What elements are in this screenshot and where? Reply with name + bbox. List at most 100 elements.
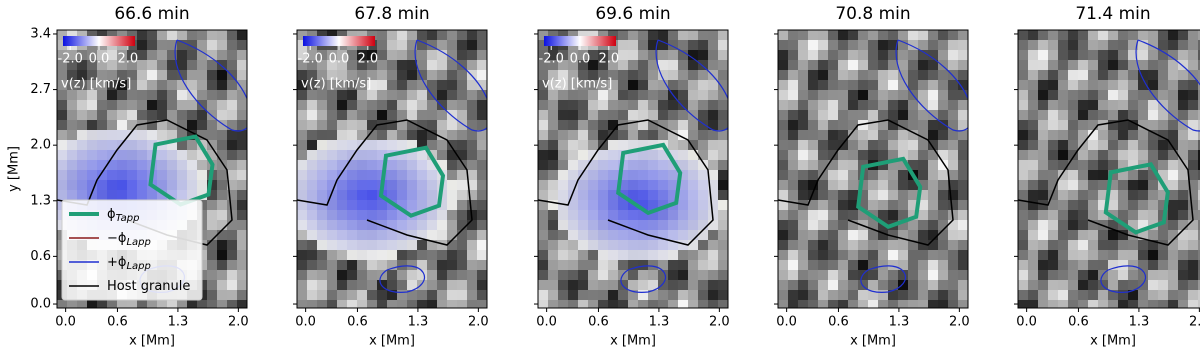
pixel — [958, 60, 969, 71]
pixel — [467, 40, 478, 51]
pixel — [908, 260, 919, 271]
pixel — [868, 60, 879, 71]
pixel — [1078, 90, 1089, 101]
pixel — [898, 140, 909, 151]
pixel — [477, 160, 488, 171]
velocity-pixel — [628, 160, 639, 171]
pixel — [808, 50, 819, 61]
pixel — [538, 160, 549, 171]
pixel — [307, 140, 318, 151]
pixel — [898, 130, 909, 141]
velocity-pixel — [357, 230, 368, 241]
pixel — [888, 190, 899, 201]
velocity-pixel — [678, 230, 689, 241]
pixel — [898, 60, 909, 71]
pixel — [1048, 80, 1059, 91]
x-tick-label: 0.6 — [828, 315, 849, 330]
pixel — [387, 80, 398, 91]
pixel — [778, 30, 789, 41]
velocity-pixel — [608, 240, 619, 251]
velocity-pixel — [698, 200, 709, 211]
pixel — [237, 70, 248, 81]
pixel — [798, 100, 809, 111]
pixel — [778, 150, 789, 161]
pixel — [57, 120, 68, 131]
velocity-pixel — [107, 130, 118, 141]
x-tick-label: 0.6 — [588, 315, 609, 330]
pixel — [848, 170, 859, 181]
legend-text: −ϕ — [107, 231, 126, 246]
pixel — [958, 150, 969, 161]
pixel — [808, 220, 819, 231]
pixel — [788, 40, 799, 51]
pixel — [1088, 140, 1099, 151]
pixel — [628, 130, 639, 141]
pixel — [908, 280, 919, 291]
pixel — [688, 70, 699, 81]
pixel — [107, 90, 118, 101]
pixel — [1158, 160, 1169, 171]
pixel — [197, 160, 208, 171]
pixel — [1018, 80, 1029, 91]
pixel — [888, 270, 899, 281]
velocity-pixel — [648, 160, 659, 171]
pixel — [1148, 300, 1159, 311]
pixel — [447, 100, 458, 111]
pixel — [207, 210, 218, 221]
pixel — [1088, 170, 1099, 181]
velocity-pixel — [177, 180, 188, 191]
velocity-pixel — [77, 140, 88, 151]
pixel — [197, 120, 208, 131]
pixel — [327, 120, 338, 131]
pixel — [427, 300, 438, 311]
pixel — [788, 210, 799, 221]
pixel — [477, 240, 488, 251]
velocity-pixel — [67, 140, 78, 151]
velocity-pixel — [177, 150, 188, 161]
velocity-pixel — [688, 240, 699, 251]
pixel — [808, 120, 819, 131]
pixel — [648, 300, 659, 311]
pixel — [708, 50, 719, 61]
velocity-pixel — [558, 170, 569, 181]
pixel — [888, 140, 899, 151]
pixel — [227, 140, 238, 151]
velocity-pixel — [377, 250, 388, 261]
pixel — [1118, 60, 1129, 71]
velocity-pixel — [347, 170, 358, 181]
pixel — [1158, 30, 1169, 41]
pixel — [217, 200, 228, 211]
pixel — [838, 60, 849, 71]
pixel — [87, 110, 98, 121]
pixel — [457, 300, 468, 311]
pixel — [1138, 60, 1149, 71]
x-tick-label: 0.6 — [347, 315, 368, 330]
pixel — [307, 280, 318, 291]
pixel — [467, 290, 478, 301]
pixel — [1188, 60, 1199, 71]
pixel — [87, 90, 98, 101]
pixel — [147, 100, 158, 111]
y-tick-label: 1.3 — [30, 193, 51, 208]
pixel — [387, 50, 398, 61]
velocity-pixel — [167, 170, 178, 181]
pixel — [227, 280, 238, 291]
pixel — [778, 290, 789, 301]
pixel — [1098, 70, 1109, 81]
pixel — [127, 100, 138, 111]
velocity-pixel — [67, 180, 78, 191]
x-axis-label: x [Mm] — [129, 334, 175, 349]
pixel — [1038, 240, 1049, 251]
pixel — [788, 90, 799, 101]
velocity-pixel — [688, 170, 699, 181]
pixel — [1018, 250, 1029, 261]
pixel — [788, 70, 799, 81]
pixel — [207, 30, 218, 41]
pixel — [1128, 90, 1139, 101]
pixel — [538, 190, 549, 201]
velocity-pixel — [598, 170, 609, 181]
pixel — [447, 170, 458, 181]
pixel — [558, 120, 569, 131]
pixel — [868, 100, 879, 111]
pixel — [1168, 160, 1179, 171]
